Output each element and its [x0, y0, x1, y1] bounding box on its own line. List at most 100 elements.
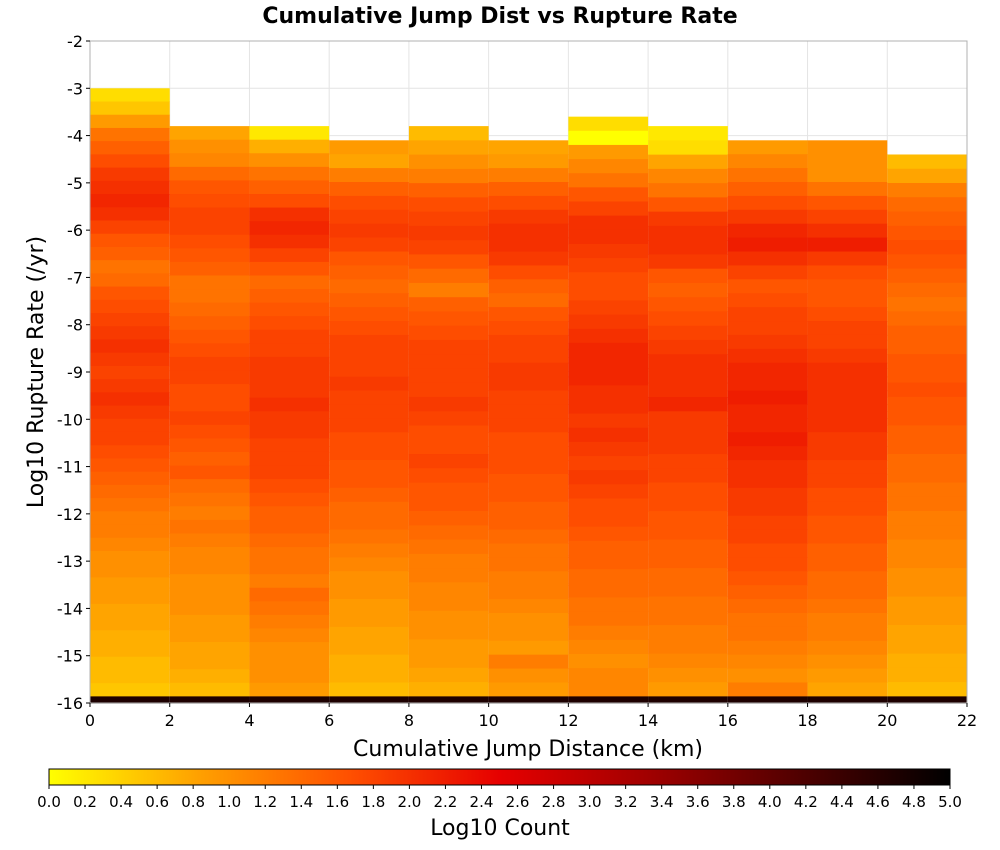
heatmap-cell — [329, 140, 409, 155]
heatmap-cell — [90, 405, 170, 420]
heatmap-cell — [568, 258, 649, 273]
heatmap-cell — [727, 529, 808, 545]
heatmap-cell — [807, 612, 888, 628]
heatmap-cell — [648, 240, 728, 256]
heatmap-cell — [648, 696, 728, 704]
heatmap-cell — [887, 539, 967, 555]
heatmap-cell — [488, 390, 569, 406]
heatmap-cell — [169, 153, 250, 168]
heatmap-cell — [887, 553, 967, 569]
heatmap-cell — [90, 260, 170, 274]
heatmap-cell — [329, 612, 409, 628]
colorbar-tick-label: 5.0 — [938, 793, 962, 811]
heatmap-cell — [807, 265, 888, 280]
heatmap-cell — [807, 223, 888, 239]
heatmap-cell — [807, 682, 888, 697]
heatmap-cell — [727, 432, 808, 447]
heatmap-cell — [488, 682, 569, 697]
heatmap-cell — [488, 293, 569, 308]
heatmap-cell — [727, 321, 808, 336]
heatmap-cell — [169, 424, 250, 440]
heatmap-cell — [249, 655, 330, 670]
heatmap-cell — [329, 626, 409, 642]
heatmap-cell — [329, 668, 409, 684]
heatmap-cell — [169, 207, 250, 222]
heatmap-cell — [488, 307, 569, 322]
heatmap-cell — [90, 313, 170, 327]
heatmap-cell — [249, 533, 330, 548]
heatmap-cell — [90, 233, 170, 248]
heatmap-cell — [329, 682, 409, 697]
colorbar-tick-label: 2.0 — [397, 793, 421, 811]
heatmap-cell — [329, 446, 409, 461]
heatmap-cell — [169, 574, 250, 589]
heatmap-cell — [568, 554, 649, 570]
heatmap-cell — [887, 154, 967, 170]
heatmap-cell — [727, 640, 808, 656]
heatmap-cell — [488, 543, 569, 558]
colorbar-tick-label: 1.6 — [325, 793, 349, 811]
heatmap-cell — [648, 154, 728, 170]
heatmap-cell — [169, 166, 250, 182]
heatmap-cell — [807, 209, 888, 225]
heatmap-cell — [727, 682, 808, 697]
colorbar-tick-label: 2.2 — [434, 793, 458, 811]
colorbar-ticks: 0.0 0.2 0.4 0.6 0.8 1.0 1.2 1.4 1.6 1.8 2.0 2.2 2.4 2… — [37, 785, 962, 811]
heatmap-cell — [807, 543, 888, 558]
heatmap-cell — [648, 553, 728, 569]
x-tick-label: 0 — [85, 711, 95, 730]
y-tick-label: -15 — [57, 647, 83, 666]
heatmap-cell — [249, 601, 330, 616]
heatmap-cell — [727, 362, 808, 378]
heatmap-cell — [329, 599, 409, 614]
heatmap-cell — [169, 642, 250, 657]
heatmap-cell — [408, 240, 489, 256]
heatmap-cell — [488, 404, 569, 419]
y-axis-label: Log10 Rupture Rate (/yr) — [24, 236, 49, 508]
heatmap-cell — [488, 321, 569, 336]
y-tick-label: -2 — [67, 32, 83, 51]
heatmap-cell — [249, 642, 330, 657]
heatmap-cell — [648, 639, 728, 655]
heatmap-cell — [169, 139, 250, 154]
heatmap-cell — [887, 411, 967, 427]
heatmap-cell — [249, 479, 330, 494]
heatmap-cell — [408, 639, 489, 655]
colorbar-tick-label: 4.6 — [866, 793, 890, 811]
colorbar-tick-label: 2.8 — [542, 793, 566, 811]
heatmap-cell — [408, 553, 489, 569]
heatmap-cell — [90, 445, 170, 460]
heatmap-cell — [568, 243, 649, 259]
heatmap-cell — [408, 610, 489, 626]
heatmap-cell — [727, 376, 808, 392]
colorbar-tick-label: 3.4 — [650, 793, 674, 811]
heatmap-cell — [249, 669, 330, 684]
heatmap-cell — [488, 487, 569, 503]
heatmap-cell — [887, 482, 967, 498]
heatmap-cell — [249, 194, 330, 209]
heatmap-cell — [169, 397, 250, 412]
heatmap-cell — [648, 325, 728, 341]
heatmap-cell — [568, 371, 649, 386]
heatmap-cell — [568, 357, 649, 372]
heatmap-cell — [90, 431, 170, 446]
heatmap-cell — [169, 519, 250, 535]
heatmap-cell — [408, 339, 489, 355]
heatmap-cell — [568, 441, 649, 457]
heatmap-cell — [90, 392, 170, 407]
y-tick-label: -9 — [67, 363, 83, 382]
heatmap-cell — [169, 356, 250, 372]
heatmap-cell — [90, 696, 170, 704]
heatmap-cell — [648, 411, 728, 427]
heatmap-cell — [90, 498, 170, 512]
heatmap-cell — [488, 599, 569, 614]
heatmap-cell — [408, 468, 489, 484]
y-tick-label: -10 — [57, 410, 83, 429]
heatmap-cell — [488, 251, 569, 267]
heatmap-cell — [90, 617, 170, 631]
heatmap-cell — [408, 183, 489, 198]
heatmap-cell — [887, 582, 967, 598]
heatmap-cell — [408, 254, 489, 270]
heatmap-cell — [807, 473, 888, 489]
heatmap-cell — [648, 653, 728, 669]
